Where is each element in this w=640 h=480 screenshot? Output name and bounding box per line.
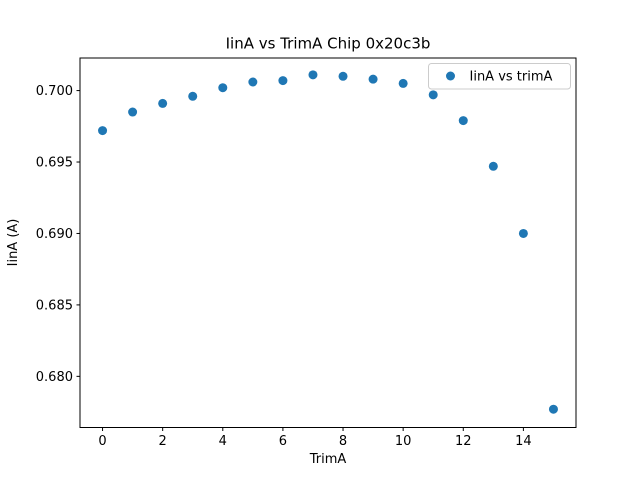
scatter-point (548, 404, 558, 414)
x-axis-label: TrimA (309, 452, 347, 467)
y-tick-label: 0.685 (36, 298, 73, 313)
y-tick-label: 0.700 (36, 84, 73, 99)
plot-title: IinA vs TrimA Chip 0x20c3b (226, 35, 431, 53)
scatter-point (398, 78, 408, 88)
x-tick-label: 8 (339, 434, 347, 449)
legend-marker-icon (446, 71, 455, 81)
x-tick-label: 2 (159, 434, 167, 449)
legend-frame (428, 63, 571, 90)
scatter-point (308, 70, 318, 80)
scatter-point (188, 91, 198, 101)
y-axis-ticks: 0.680 0.685 0.690 0.695 0.700 (36, 84, 80, 385)
scatter-point (488, 161, 498, 171)
legend: IinA vs trimA (428, 63, 571, 90)
scatter-point (98, 126, 108, 136)
x-tick-label: 10 (395, 434, 412, 449)
x-tick-label: 4 (219, 434, 227, 449)
scatter-point (158, 98, 168, 108)
axes-frame (79, 57, 577, 428)
y-tick-label: 0.695 (36, 156, 73, 171)
legend-label: IinA vs trimA (470, 70, 553, 85)
x-axis-ticks: 0 2 4 6 8 10 12 14 (98, 427, 532, 449)
scatter-point (218, 83, 228, 93)
scatter-point (518, 228, 528, 238)
x-tick-label: 0 (98, 434, 106, 449)
scatter-point (248, 77, 258, 87)
data-points (98, 70, 558, 414)
y-tick-label: 0.690 (36, 227, 73, 242)
scatter-point (458, 116, 468, 126)
y-tick-label: 0.680 (36, 370, 73, 385)
scatter-point (338, 71, 348, 81)
scatter-point (368, 74, 378, 84)
x-tick-label: 6 (279, 434, 287, 449)
scatter-point (128, 107, 138, 117)
x-tick-label: 12 (455, 434, 472, 449)
y-axis-label: IinA (A) (6, 219, 21, 267)
scatter-point (428, 90, 438, 100)
x-tick-label: 14 (515, 434, 532, 449)
scatter-point (278, 76, 288, 86)
